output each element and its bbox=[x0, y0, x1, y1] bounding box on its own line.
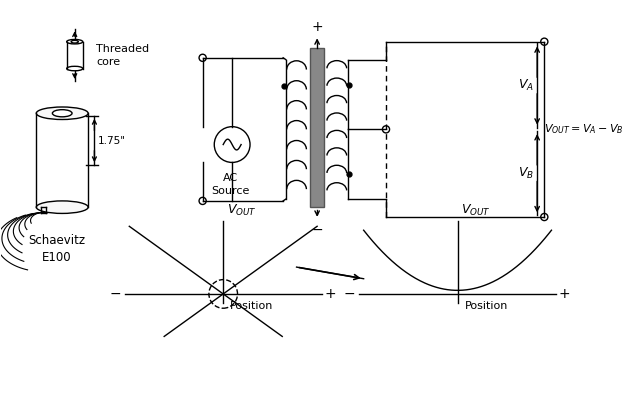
Circle shape bbox=[541, 214, 548, 221]
Text: 1.75": 1.75" bbox=[98, 135, 126, 145]
Text: −: − bbox=[344, 287, 356, 301]
Circle shape bbox=[199, 54, 206, 61]
Ellipse shape bbox=[71, 41, 78, 43]
Text: +: + bbox=[324, 287, 336, 301]
Text: $V_A$: $V_A$ bbox=[518, 78, 533, 93]
Ellipse shape bbox=[53, 110, 72, 117]
Text: $V_B$: $V_B$ bbox=[518, 166, 533, 181]
Circle shape bbox=[382, 126, 389, 133]
Text: Position: Position bbox=[464, 301, 508, 311]
Text: −: − bbox=[311, 222, 323, 236]
Text: AC
Source: AC Source bbox=[211, 173, 250, 196]
Text: Position: Position bbox=[230, 301, 274, 311]
Ellipse shape bbox=[36, 107, 88, 120]
Text: +: + bbox=[558, 287, 570, 301]
Text: $V_{OUT}$: $V_{OUT}$ bbox=[227, 203, 257, 218]
Ellipse shape bbox=[36, 201, 88, 214]
Text: $V_{OUT} = V_A - V_B$: $V_{OUT} = V_A - V_B$ bbox=[545, 122, 624, 136]
Text: $V_{OUT}$: $V_{OUT}$ bbox=[461, 203, 491, 218]
Text: Schaevitz
E100: Schaevitz E100 bbox=[28, 234, 85, 264]
Circle shape bbox=[541, 38, 548, 45]
Text: +: + bbox=[311, 20, 323, 33]
Circle shape bbox=[214, 127, 250, 163]
Circle shape bbox=[199, 197, 206, 204]
Text: −: − bbox=[110, 287, 121, 301]
Bar bbox=[310, 48, 324, 207]
Text: Threaded
core: Threaded core bbox=[96, 43, 150, 67]
